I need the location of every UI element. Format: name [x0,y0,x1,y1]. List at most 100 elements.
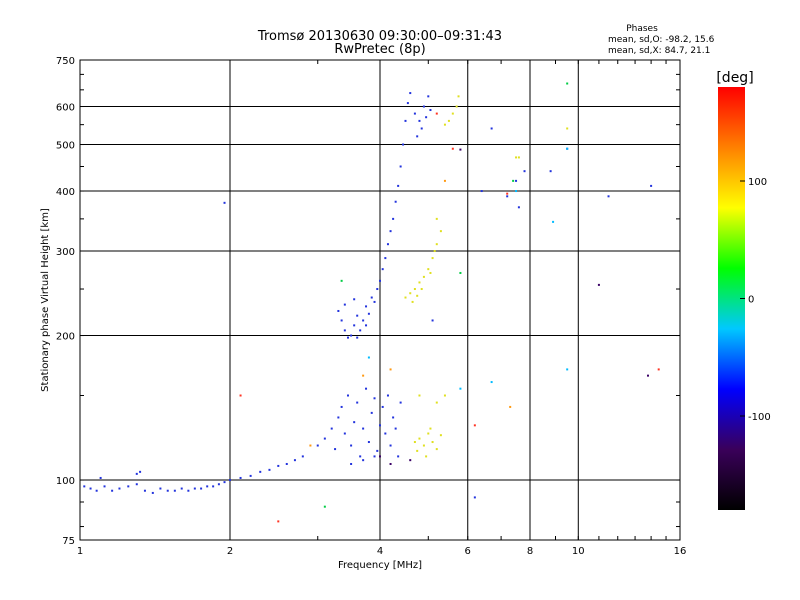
data-point [422,275,425,278]
data-point [425,455,428,458]
data-point [95,489,98,492]
data-point [435,243,438,246]
colorbar-tick-label: 100 [748,177,767,188]
data-point [103,485,106,488]
x-tick-label: 4 [377,546,383,557]
data-point [127,485,130,488]
data-point [334,448,337,451]
data-point [429,109,432,112]
data-point [406,102,409,105]
data-point [473,424,476,427]
data-point [413,288,416,291]
y-axis-ticks: 75 100 200 300 400 500 600 750 [56,56,680,547]
data-point [447,119,450,122]
data-point [259,470,262,473]
data-point [397,184,400,187]
data-point [386,394,389,397]
data-point [418,119,421,122]
data-point [316,444,319,447]
data-point [425,116,428,119]
data-point [350,444,353,447]
data-point [99,476,102,479]
data-point [367,312,370,315]
data-point [277,464,280,467]
data-point [365,324,368,327]
data-point [431,257,434,260]
data-point [422,444,425,447]
data-point [337,416,340,419]
colorbar-label: [deg] [716,70,753,86]
data-point [337,309,340,312]
data-point [356,401,359,404]
data-point [443,394,446,397]
data-point [379,424,381,427]
data-point [523,170,526,173]
y-tick-label: 500 [56,141,75,152]
data-point [346,336,349,339]
data-point [451,147,454,150]
data-point [323,437,326,440]
data-point [180,487,183,490]
data-point [409,459,412,462]
data-point [650,184,653,187]
data-point [212,485,215,488]
data-point [392,416,395,419]
data-point [427,95,430,98]
y-tick-label: 600 [56,103,75,114]
data-point [431,441,434,444]
data-point [457,95,460,98]
data-point [431,319,434,322]
data-point [89,487,92,490]
data-point [340,279,343,282]
grid-layer [80,60,680,540]
data-point [409,92,412,95]
data-point [159,487,162,490]
data-point [373,397,376,400]
data-point [416,294,419,297]
data-point [359,455,362,458]
data-point [323,505,326,508]
data-point [356,314,359,317]
data-point [367,356,370,359]
data-point [379,455,381,458]
data-point [353,324,356,327]
data-point [111,489,114,492]
x-axis-ticks: 1 2 4 6 8 10 16 [77,60,686,557]
data-point [389,444,392,447]
data-point [166,489,169,492]
stats-x-line: mean, sd,X: 84.7, 21.1 [608,46,710,56]
data-point [455,105,458,108]
data-point [429,427,432,430]
data-point [392,217,395,220]
y-tick-label: 200 [56,332,75,343]
data-point [135,472,138,475]
data-point [435,112,438,115]
data-point [515,179,518,182]
data-point [135,483,138,486]
data-point [151,491,154,494]
data-point [187,489,190,492]
data-point [517,156,520,159]
colorbar-ticks: 100 0 -100 [740,177,771,423]
data-point [404,119,407,122]
data-point [566,127,569,130]
data-point [399,165,402,168]
data-point [217,483,220,486]
data-point [83,485,86,488]
data-point [359,329,362,332]
data-point [293,459,296,462]
data-point [389,462,392,465]
data-point [379,279,381,282]
data-point [365,387,368,390]
data-point [409,292,412,295]
data-point [350,462,353,465]
data-point [427,268,430,271]
data-point [394,200,397,203]
data-point [549,170,552,173]
data-point [420,127,423,130]
chart-subtitle: RwPretec (8p) [334,42,425,57]
data-point [362,319,365,322]
data-point [399,401,402,404]
data-point [418,394,421,397]
